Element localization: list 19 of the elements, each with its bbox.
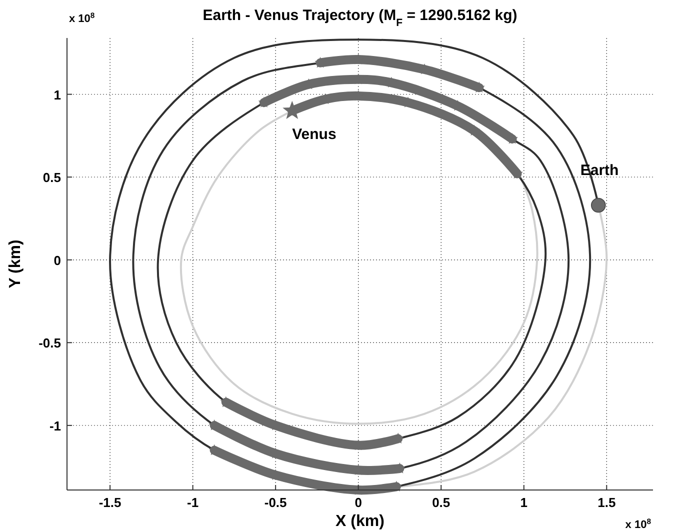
y-tick-label: 0.5 bbox=[42, 170, 61, 186]
y-tick-label: -1 bbox=[49, 418, 61, 434]
text: x 10$^{8}$ bbox=[625, 516, 652, 531]
point bbox=[590, 198, 606, 213]
annotation: Venus bbox=[292, 126, 336, 143]
x-tick-label: -1 bbox=[187, 495, 199, 510]
x-tick-label: 0 bbox=[354, 495, 362, 510]
x-axis-title: X (km) bbox=[336, 513, 384, 530]
chart-title: Earth - Venus Trajectory (M$_{F}$ = 1290.5162 kg) bbox=[202, 7, 518, 29]
y-tick-label: -0.5 bbox=[38, 336, 61, 351]
text: x 10$^{8}$ bbox=[69, 10, 96, 25]
x-tick-label: 1.5 bbox=[598, 495, 616, 510]
x-tick-label: -1.5 bbox=[98, 495, 122, 510]
x-tick-label: -0.5 bbox=[264, 495, 287, 510]
y-tick-label: 1 bbox=[54, 87, 61, 102]
y-tick-label: 0 bbox=[54, 252, 61, 268]
x-tick-label: 1 bbox=[520, 495, 528, 510]
y-axis-title: Y (km) bbox=[7, 240, 24, 288]
x-tick-label: 0.5 bbox=[432, 495, 450, 510]
